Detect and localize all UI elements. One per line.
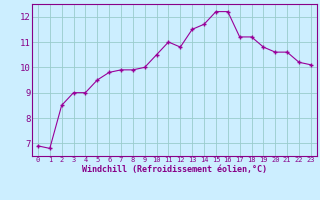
- X-axis label: Windchill (Refroidissement éolien,°C): Windchill (Refroidissement éolien,°C): [82, 165, 267, 174]
